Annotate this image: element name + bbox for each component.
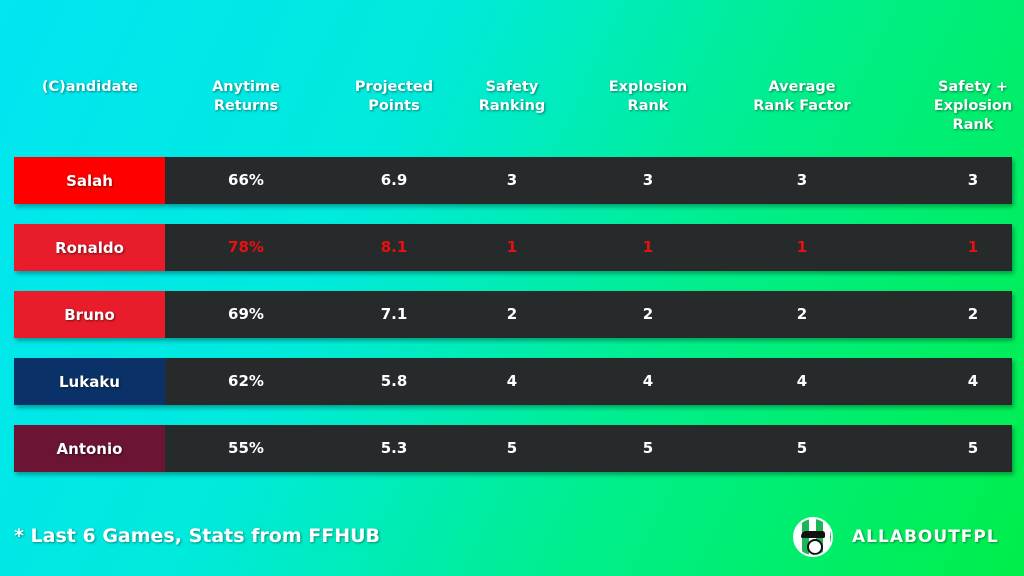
table-cell: 8.1 xyxy=(380,238,408,256)
table-cell: 1 xyxy=(967,238,979,256)
candidate-name: Lukaku xyxy=(14,358,165,405)
table-cell: 62% xyxy=(228,372,264,390)
column-header: (C)andidate xyxy=(41,79,139,95)
table-cell: 1 xyxy=(506,238,518,256)
column-header: Safety Ranking xyxy=(478,79,546,114)
candidate-name: Ronaldo xyxy=(14,224,165,271)
table-cell: 69% xyxy=(228,305,264,323)
table-row: Bruno 69% 7.1 2 2 2 2 xyxy=(14,291,1012,338)
brand-name: ALLABOUTFPL xyxy=(852,527,999,547)
table-row: Lukaku 62% 5.8 4 4 4 4 xyxy=(14,358,1012,405)
table-cell: 5.8 xyxy=(380,372,408,390)
footnote: * Last 6 Games, Stats from FFHUB xyxy=(14,525,381,547)
table-cell: 7.1 xyxy=(380,305,408,323)
table-cell: 2 xyxy=(642,305,654,323)
table-cell: 6.9 xyxy=(380,171,408,189)
table-cell: 66% xyxy=(228,171,264,189)
table-cell: 1 xyxy=(796,238,808,256)
table-cell: 3 xyxy=(796,171,808,189)
table-row: Ronaldo 78% 8.1 1 1 1 1 xyxy=(14,224,1012,271)
table-row: Salah 66% 6.9 3 3 3 3 xyxy=(14,157,1012,204)
table-cell: 55% xyxy=(228,439,264,457)
table-cell: 3 xyxy=(967,171,979,189)
table-row: Antonio 55% 5.3 5 5 5 5 xyxy=(14,425,1012,472)
table-cell: 5 xyxy=(796,439,808,457)
table-cell: 5.3 xyxy=(380,439,408,457)
table-cell: 5 xyxy=(967,439,979,457)
column-header: Anytime Returns xyxy=(212,79,280,114)
table-cell: 2 xyxy=(796,305,808,323)
table-cell: 2 xyxy=(967,305,979,323)
table-cell: 4 xyxy=(967,372,979,390)
table-cell: 2 xyxy=(506,305,518,323)
table-cell: 78% xyxy=(228,238,264,256)
column-header: Safety + Explosion Rank xyxy=(933,79,1013,133)
table-cell: 4 xyxy=(796,372,808,390)
table-cell: 4 xyxy=(642,372,654,390)
allaboutfpl-logo-icon xyxy=(793,517,833,557)
table-cell: 1 xyxy=(642,238,654,256)
table-cell: 5 xyxy=(642,439,654,457)
table-cell: 5 xyxy=(506,439,518,457)
table-cell: 3 xyxy=(642,171,654,189)
table-cell: 3 xyxy=(506,171,518,189)
column-header: Average Rank Factor xyxy=(753,79,851,114)
column-header: Projected Points xyxy=(354,79,434,114)
candidate-name: Salah xyxy=(14,157,165,204)
candidate-name: Antonio xyxy=(14,425,165,472)
candidate-name: Bruno xyxy=(14,291,165,338)
table-cell: 4 xyxy=(506,372,518,390)
column-header: Explosion Rank xyxy=(608,79,688,114)
